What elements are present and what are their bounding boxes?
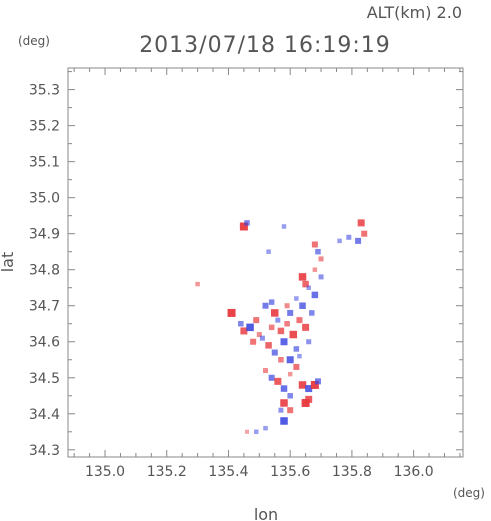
data-patch <box>227 308 236 317</box>
data-patch <box>298 273 307 281</box>
y-tick-label: 34.5 <box>29 371 60 387</box>
data-patch <box>306 339 312 345</box>
data-patch <box>239 222 248 231</box>
data-patch <box>266 249 271 254</box>
data-patch <box>195 281 200 287</box>
x-unit-label: (deg) <box>453 486 485 500</box>
data-patch <box>357 219 365 227</box>
axis-ticks: 135.0 135.2 135.4 135.6 135.8 136.0 34.3 34.4 34… <box>29 68 463 480</box>
data-patch <box>268 299 275 305</box>
data-patch <box>293 363 300 370</box>
data-patch <box>337 238 342 244</box>
data-patch <box>253 317 260 324</box>
data-patch <box>301 398 310 407</box>
data-patch <box>346 234 352 240</box>
data-patch <box>253 429 259 435</box>
data-patch <box>315 248 321 255</box>
data-patch <box>244 429 249 434</box>
data-patch <box>284 303 290 309</box>
data-patch <box>280 399 288 407</box>
data-patch <box>314 378 321 385</box>
y-unit-label: (deg) <box>18 34 50 48</box>
x-tick-label: 135.2 <box>147 464 187 480</box>
data-patch <box>256 332 262 338</box>
chart-title: 2013/07/18 16:19:19 <box>139 33 391 58</box>
data-patch <box>286 356 294 364</box>
x-axis-label: lon <box>254 505 278 521</box>
plot-frame <box>67 67 464 458</box>
altitude-label: ALT(km) 2.0 <box>367 3 462 22</box>
data-patch <box>287 393 293 399</box>
data-patch <box>302 280 309 288</box>
data-patch <box>274 377 282 385</box>
data-patch <box>250 338 257 345</box>
data-patch <box>298 381 307 389</box>
data-patch <box>278 357 284 363</box>
data-patch <box>240 327 248 335</box>
data-patch <box>305 385 313 393</box>
data-patch <box>280 338 288 346</box>
data-patch <box>311 291 319 299</box>
y-tick-label: 34.7 <box>29 299 60 315</box>
data-patch <box>296 317 303 324</box>
data-patch <box>309 310 315 316</box>
y-axis-label: lat <box>0 252 17 273</box>
y-tick-label: 34.8 <box>29 263 60 279</box>
data-patch <box>278 407 284 413</box>
data-patch <box>287 309 294 316</box>
y-tick-label: 34.4 <box>29 407 60 423</box>
data-patch <box>302 323 310 331</box>
data-patch <box>299 302 306 309</box>
data-patch <box>287 407 294 414</box>
data-patch <box>277 327 285 335</box>
data-patch <box>263 425 268 431</box>
y-tick-label: 34.6 <box>29 335 60 351</box>
data-patch <box>361 230 368 237</box>
data-patch <box>355 237 362 244</box>
data-patch <box>265 342 272 349</box>
data-patch <box>268 374 275 381</box>
x-tick-label: 135.6 <box>270 464 310 480</box>
data-patch <box>287 371 293 377</box>
y-tick-label: 34.3 <box>29 443 60 459</box>
data-patch <box>280 417 288 425</box>
data-patch <box>312 267 318 272</box>
data-patch <box>281 224 287 229</box>
data-patch <box>294 296 299 301</box>
y-tick-label: 34.9 <box>29 227 60 243</box>
data-patch <box>263 368 268 374</box>
data-patch <box>271 349 278 356</box>
data-patch <box>311 241 318 248</box>
data-patch <box>259 335 265 341</box>
data-patch <box>297 353 302 359</box>
data-patch <box>271 309 279 317</box>
data-patch <box>284 320 290 327</box>
y-tick-label: 35.3 <box>29 83 60 99</box>
data-patch <box>305 395 313 403</box>
data-patch <box>293 346 300 352</box>
y-tick-label: 35.0 <box>29 191 60 207</box>
y-tick-label: 35.1 <box>29 155 60 171</box>
data-patch <box>280 385 288 392</box>
x-tick-label: 135.0 <box>85 464 125 480</box>
data-patch <box>268 324 275 331</box>
x-tick-label: 135.4 <box>208 464 248 480</box>
data-patch <box>318 256 324 262</box>
data-patch <box>310 380 319 389</box>
data-patch <box>238 320 244 327</box>
y-tick-label: 35.2 <box>29 119 60 135</box>
x-tick-label: 136.0 <box>394 464 434 480</box>
x-tick-label: 135.8 <box>332 464 372 480</box>
data-patch <box>318 274 324 280</box>
data-patch <box>289 330 298 339</box>
data-patch <box>262 302 269 309</box>
data-patch <box>246 323 254 332</box>
reflectivity-patches <box>195 219 368 435</box>
data-patch <box>306 285 311 290</box>
data-patch <box>275 317 281 323</box>
data-patch <box>244 220 250 226</box>
